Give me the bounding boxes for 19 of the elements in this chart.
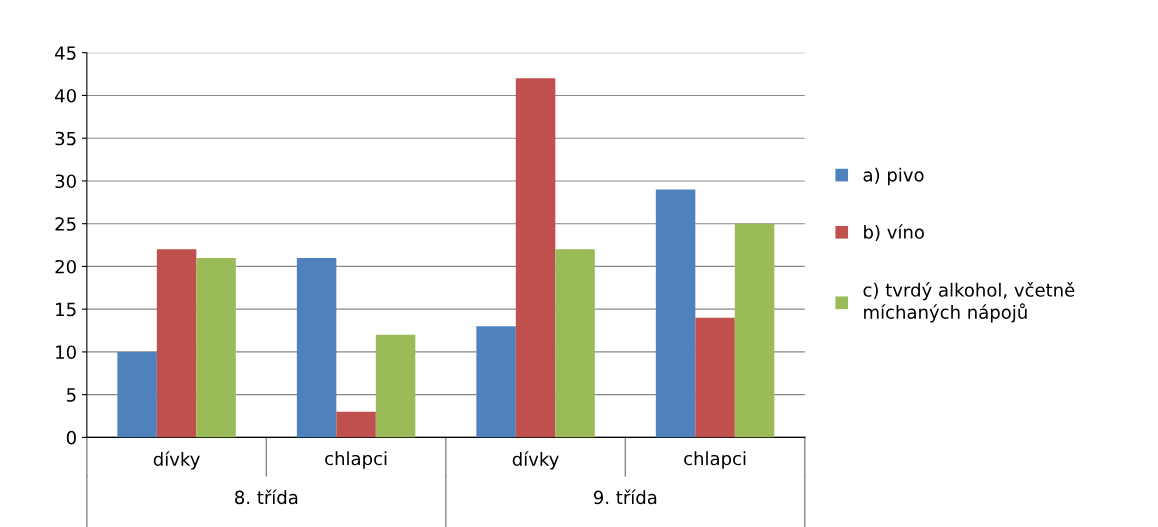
y-tick-label: 45 (55, 46, 76, 60)
y-tick-label: 20 (55, 259, 76, 274)
y-tick-label: 0 (66, 430, 76, 445)
legend-label: a) pivo (863, 167, 924, 186)
y-tick-label: 35 (55, 131, 76, 146)
legend-label: b) víno (864, 224, 924, 241)
x-tick-label: chlapci (684, 451, 746, 469)
text: 9. třída (593, 489, 657, 505)
y-tick-label: 10 (56, 345, 76, 360)
y-tick-label: 40 (55, 88, 76, 103)
legend-label: c) tvrdý alkohol, včetně míchaných nápojů (863, 282, 1075, 323)
y-tick-label: 15 (56, 302, 76, 317)
y-tick-label: 30 (55, 174, 76, 189)
y-tick-label: 25 (55, 217, 76, 231)
text: 8. třída (235, 489, 298, 505)
x-tick-label: dívky (153, 451, 200, 470)
y-tick-label: 5 (67, 388, 76, 402)
x-tick-label: chlapci (325, 451, 387, 469)
x-tick-label: dívky (512, 451, 559, 470)
